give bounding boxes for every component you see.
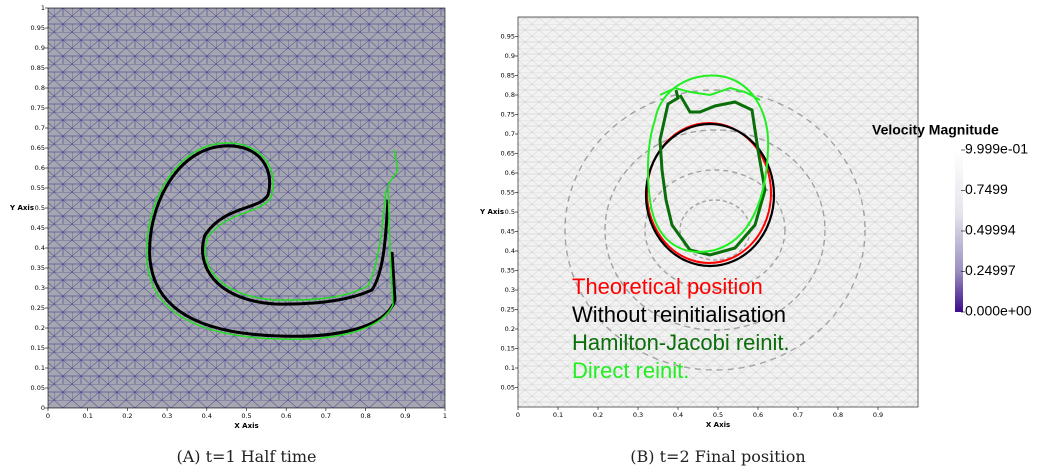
y-tick-label: 0.3 [505, 286, 515, 294]
y-tick-label: 0.5 [35, 204, 45, 212]
y-tick-label: 0.45 [501, 228, 515, 236]
y-tick-label: 0.1 [505, 364, 515, 372]
colorbar-label: 9.999e-01 [965, 141, 1028, 157]
circle-without [644, 122, 776, 268]
legend-entry: Hamilton-Jacobi reinit. [572, 330, 790, 355]
y-tick-label: 0.85 [31, 64, 45, 72]
y-tick-label: 0.6 [35, 164, 45, 172]
legend-entry: Direct reinit. [572, 358, 689, 383]
y-tick-label: 0.95 [31, 24, 45, 32]
x-tick-label: 0.9 [400, 412, 410, 420]
y-tick-label: 0.4 [505, 247, 515, 255]
y-tick-label: 0.3 [35, 284, 45, 292]
y-tick-label: 0.25 [31, 304, 45, 312]
legend-entry: Theoretical position [572, 274, 763, 299]
colorbar-label: 0.000e+00 [965, 303, 1032, 319]
y-tick-label: 0.05 [501, 384, 515, 392]
curve-direct [646, 74, 770, 253]
x-axis-label: X Axis [234, 422, 258, 430]
colorbar-label: 0.7499 [965, 181, 1008, 197]
y-tick-label: 0.25 [501, 306, 515, 314]
x-tick-label: 0.3 [162, 412, 172, 420]
colorbar-label: 0.24997 [965, 262, 1016, 278]
caption: (B) t=2 Final position [630, 447, 805, 466]
x-tick-label: 0.7 [793, 411, 803, 419]
y-tick-label: 0.8 [35, 84, 45, 92]
colorbar [955, 150, 963, 312]
curve-hj [658, 89, 767, 257]
colorbar-title: Velocity Magnitude [872, 122, 999, 138]
y-tick-label: 0.05 [31, 384, 45, 392]
y-tick-label: 0.1 [35, 364, 45, 372]
x-tick-label: 0.4 [202, 412, 212, 420]
curve-green [145, 142, 399, 341]
y-tick-label: 0.65 [501, 150, 515, 158]
x-tick-label: 0.6 [281, 412, 291, 420]
y-tick-label: 0.9 [505, 52, 515, 60]
y-tick-label: 0.9 [35, 44, 45, 52]
y-tick-label: 0.15 [31, 344, 45, 352]
x-tick-label: 0.2 [122, 412, 132, 420]
x-tick-label: 0.2 [593, 411, 603, 419]
x-tick-label: 0.5 [713, 411, 723, 419]
y-axis-label: Y Axis [9, 204, 34, 212]
y-tick-label: 0.4 [35, 244, 45, 252]
y-tick-label: 0.55 [31, 184, 45, 192]
legend-entry: Without reinitialisation [572, 302, 786, 327]
mesh-b [517, 16, 919, 408]
y-tick-label: 1 [41, 4, 45, 12]
x-tick-label: 1 [443, 412, 447, 420]
x-tick-label: 0.8 [360, 412, 370, 420]
x-tick-label: 0.9 [873, 411, 883, 419]
x-tick-label: 0.8 [833, 411, 843, 419]
x-tick-label: 0.1 [83, 412, 93, 420]
x-tick-label: 0.7 [321, 412, 331, 420]
x-tick-label: 0 [46, 412, 50, 420]
y-tick-label: 0.5 [505, 208, 515, 216]
x-tick-label: 0 [516, 411, 520, 419]
y-tick-label: 0.2 [35, 324, 45, 332]
y-axis-label: Y Axis [479, 208, 504, 216]
colorbar-label: 0.49994 [965, 222, 1016, 238]
y-tick-label: 0.8 [505, 91, 515, 99]
x-tick-label: 0.5 [241, 412, 251, 420]
y-tick-label: 0.75 [31, 104, 45, 112]
caption: (A) t=1 Half time [176, 447, 316, 466]
y-tick-label: 0.45 [31, 224, 45, 232]
y-tick-label: 0.85 [501, 72, 515, 80]
x-axis-label: X Axis [706, 421, 730, 429]
x-tick-label: 0.3 [633, 411, 643, 419]
y-tick-label: 0.7 [35, 124, 45, 132]
y-tick-label: 0.55 [501, 189, 515, 197]
y-tick-label: 0.15 [501, 345, 515, 353]
curve-black [148, 144, 397, 338]
y-tick-label: 0.75 [501, 111, 515, 119]
y-tick-label: 0.95 [501, 33, 515, 41]
x-tick-label: 0.1 [553, 411, 563, 419]
x-tick-label: 0.6 [753, 411, 763, 419]
y-tick-label: 0 [41, 404, 45, 412]
y-tick-label: 0.35 [31, 264, 45, 272]
y-tick-label: 0.35 [501, 267, 515, 275]
y-tick-label: 0.65 [31, 144, 45, 152]
y-tick-label: 0.7 [505, 130, 515, 138]
y-tick-label: 0.6 [505, 169, 515, 177]
x-tick-label: 0.4 [673, 411, 683, 419]
y-tick-label: 0.2 [505, 325, 515, 333]
